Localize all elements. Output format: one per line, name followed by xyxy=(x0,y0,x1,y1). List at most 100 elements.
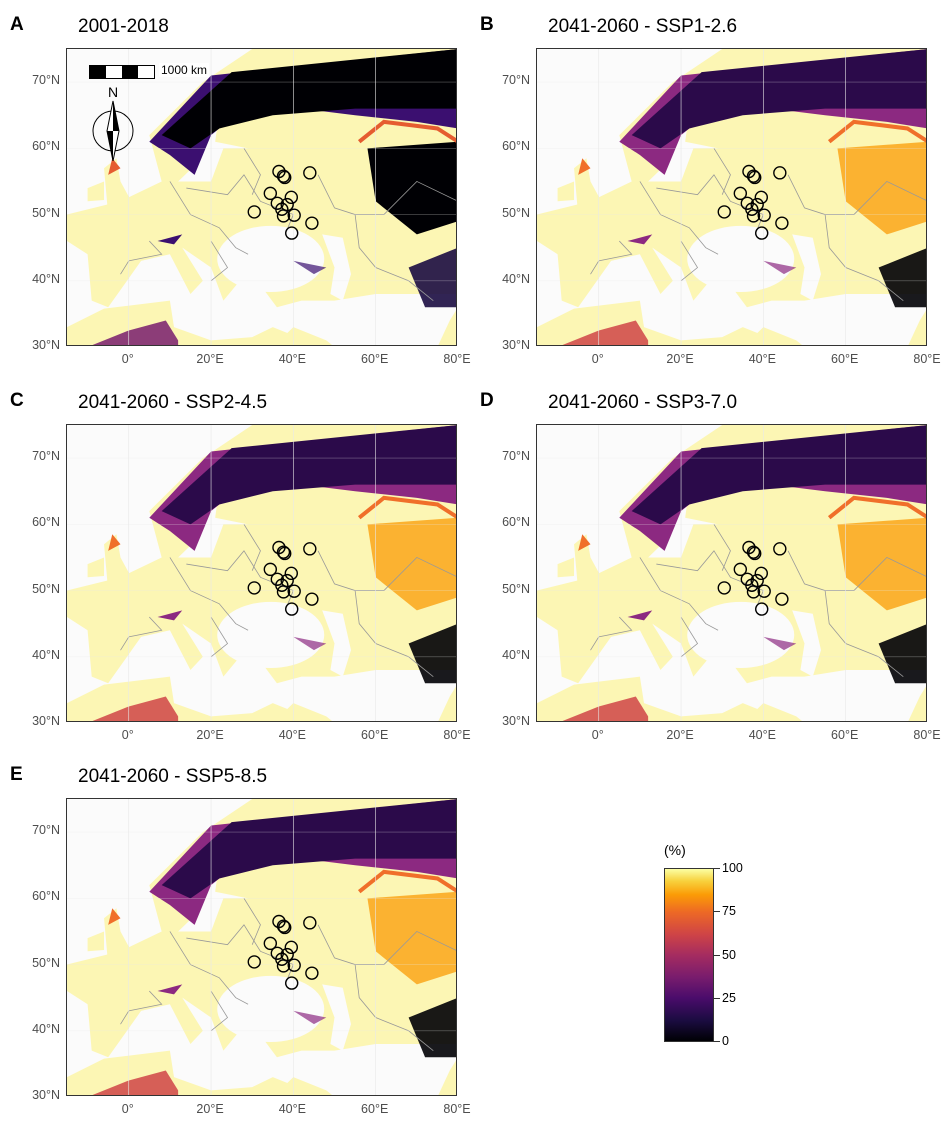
site-marker xyxy=(263,186,278,201)
site-marker xyxy=(303,542,317,556)
site-marker xyxy=(287,958,301,972)
site-markers xyxy=(717,540,789,616)
site-marker xyxy=(754,190,769,205)
legend-colorbar xyxy=(664,868,714,1042)
map-panel-b: B 2041-2060 - SSP1-2.6 xyxy=(470,6,941,376)
site-marker xyxy=(746,209,761,223)
lon-tick-label: 40°E xyxy=(278,1102,306,1116)
map-area xyxy=(536,48,927,346)
legend-tick-mark xyxy=(714,998,720,999)
site-marker xyxy=(287,208,301,222)
lat-tick-label: 70°N xyxy=(502,449,530,464)
legend-tick-mark xyxy=(714,868,720,869)
site-marker xyxy=(733,562,748,577)
lon-tick-label: 60°E xyxy=(831,728,859,742)
map-panel-d: D 2041-2060 - SSP3-7.0 xyxy=(470,382,941,752)
lon-tick-label: 20°E xyxy=(196,1102,224,1116)
site-marker xyxy=(305,216,319,230)
lat-tick-label: 60°N xyxy=(32,889,60,904)
lat-tick-label: 60°N xyxy=(32,515,60,530)
map-area xyxy=(536,424,927,722)
site-marker xyxy=(284,940,299,955)
lat-tick-label: 50°N xyxy=(502,205,530,220)
lon-tick-label: 40°E xyxy=(748,728,776,742)
lon-tick-label: 20°E xyxy=(666,352,694,366)
site-marker xyxy=(285,976,299,990)
lat-tick-label: 40°N xyxy=(32,271,60,286)
lat-tick-label: 70°N xyxy=(32,823,60,838)
site-marker xyxy=(773,166,787,180)
panel-title: 2041-2060 - SSP5-8.5 xyxy=(78,766,268,787)
lat-tick-label: 40°N xyxy=(502,647,530,662)
lon-tick-label: 0° xyxy=(591,728,604,742)
map-area: 1000 km N xyxy=(66,48,457,346)
site-marker xyxy=(287,584,301,598)
lon-tick-label: 0° xyxy=(121,728,134,742)
legend-title: (%) xyxy=(664,842,686,858)
site-marker xyxy=(276,209,291,223)
lon-tick-label: 80°E xyxy=(913,728,941,742)
panel-title: 2041-2060 - SSP3-7.0 xyxy=(548,392,738,413)
site-marker xyxy=(247,205,261,219)
lon-tick-label: 60°E xyxy=(831,352,859,366)
site-markers xyxy=(247,164,319,240)
lon-tick-label: 40°E xyxy=(278,352,306,366)
lat-tick-label: 40°N xyxy=(32,647,60,662)
site-marker xyxy=(275,952,289,966)
site-marker xyxy=(278,546,292,561)
site-marker xyxy=(757,208,771,222)
map-panel-e: E 2041-2060 - SSP5-8.5 xyxy=(0,756,471,1126)
lat-tick-label: 70°N xyxy=(32,449,60,464)
panel-title: 2001-2018 xyxy=(78,16,169,37)
north-arrow-icon: N xyxy=(91,85,135,161)
legend-tick-label: 50 xyxy=(722,948,736,962)
site-marker xyxy=(746,169,761,183)
lon-tick-label: 20°E xyxy=(666,728,694,742)
site-marker xyxy=(773,542,787,556)
panel-title: 2041-2060 - SSP2-4.5 xyxy=(78,392,268,413)
site-marker xyxy=(305,592,319,606)
lon-tick-label: 80°E xyxy=(443,728,471,742)
lat-tick-label: 50°N xyxy=(502,581,530,596)
lon-tick-label: 60°E xyxy=(361,728,389,742)
map-panel-c: C 2041-2060 - SSP2-4.5 xyxy=(0,382,471,752)
panel-letter: E xyxy=(10,764,23,785)
site-marker xyxy=(755,602,769,616)
lat-tick-label: 30°N xyxy=(32,338,60,352)
site-marker xyxy=(775,216,789,230)
legend-tick-label: 0 xyxy=(722,1034,729,1048)
site-marker xyxy=(717,581,731,595)
lat-tick-label: 50°N xyxy=(32,205,60,220)
site-marker xyxy=(748,546,762,561)
site-marker xyxy=(746,545,761,559)
site-marker xyxy=(263,562,278,577)
site-marker xyxy=(745,578,759,592)
lat-tick-label: 70°N xyxy=(502,73,530,88)
panel-letter: B xyxy=(480,14,494,35)
site-marker xyxy=(754,566,769,581)
site-marker xyxy=(276,545,291,559)
lon-tick-label: 0° xyxy=(121,1102,134,1116)
site-marker xyxy=(276,919,291,933)
lat-tick-label: 40°N xyxy=(502,271,530,286)
lon-tick-label: 0° xyxy=(591,352,604,366)
site-marker xyxy=(275,578,289,592)
lon-tick-label: 40°E xyxy=(278,728,306,742)
legend-tick-mark xyxy=(714,911,720,912)
legend-tick-label: 75 xyxy=(722,904,736,918)
scale-bar-label: 1000 km xyxy=(159,63,210,77)
map-panel-a: A 2001-2018 xyxy=(0,6,471,376)
site-marker xyxy=(733,186,748,201)
lat-tick-label: 60°N xyxy=(32,139,60,154)
map-area xyxy=(66,424,457,722)
lon-tick-label: 80°E xyxy=(913,352,941,366)
lat-tick-label: 30°N xyxy=(32,1088,60,1102)
lon-tick-label: 80°E xyxy=(443,1102,471,1116)
panel-title: 2041-2060 - SSP1-2.6 xyxy=(548,16,738,37)
lat-tick-label: 30°N xyxy=(502,714,530,728)
scale-bar xyxy=(89,65,155,79)
site-markers xyxy=(247,914,319,990)
north-label: N xyxy=(108,85,118,100)
map-area xyxy=(66,798,457,1096)
site-marker xyxy=(303,916,317,930)
